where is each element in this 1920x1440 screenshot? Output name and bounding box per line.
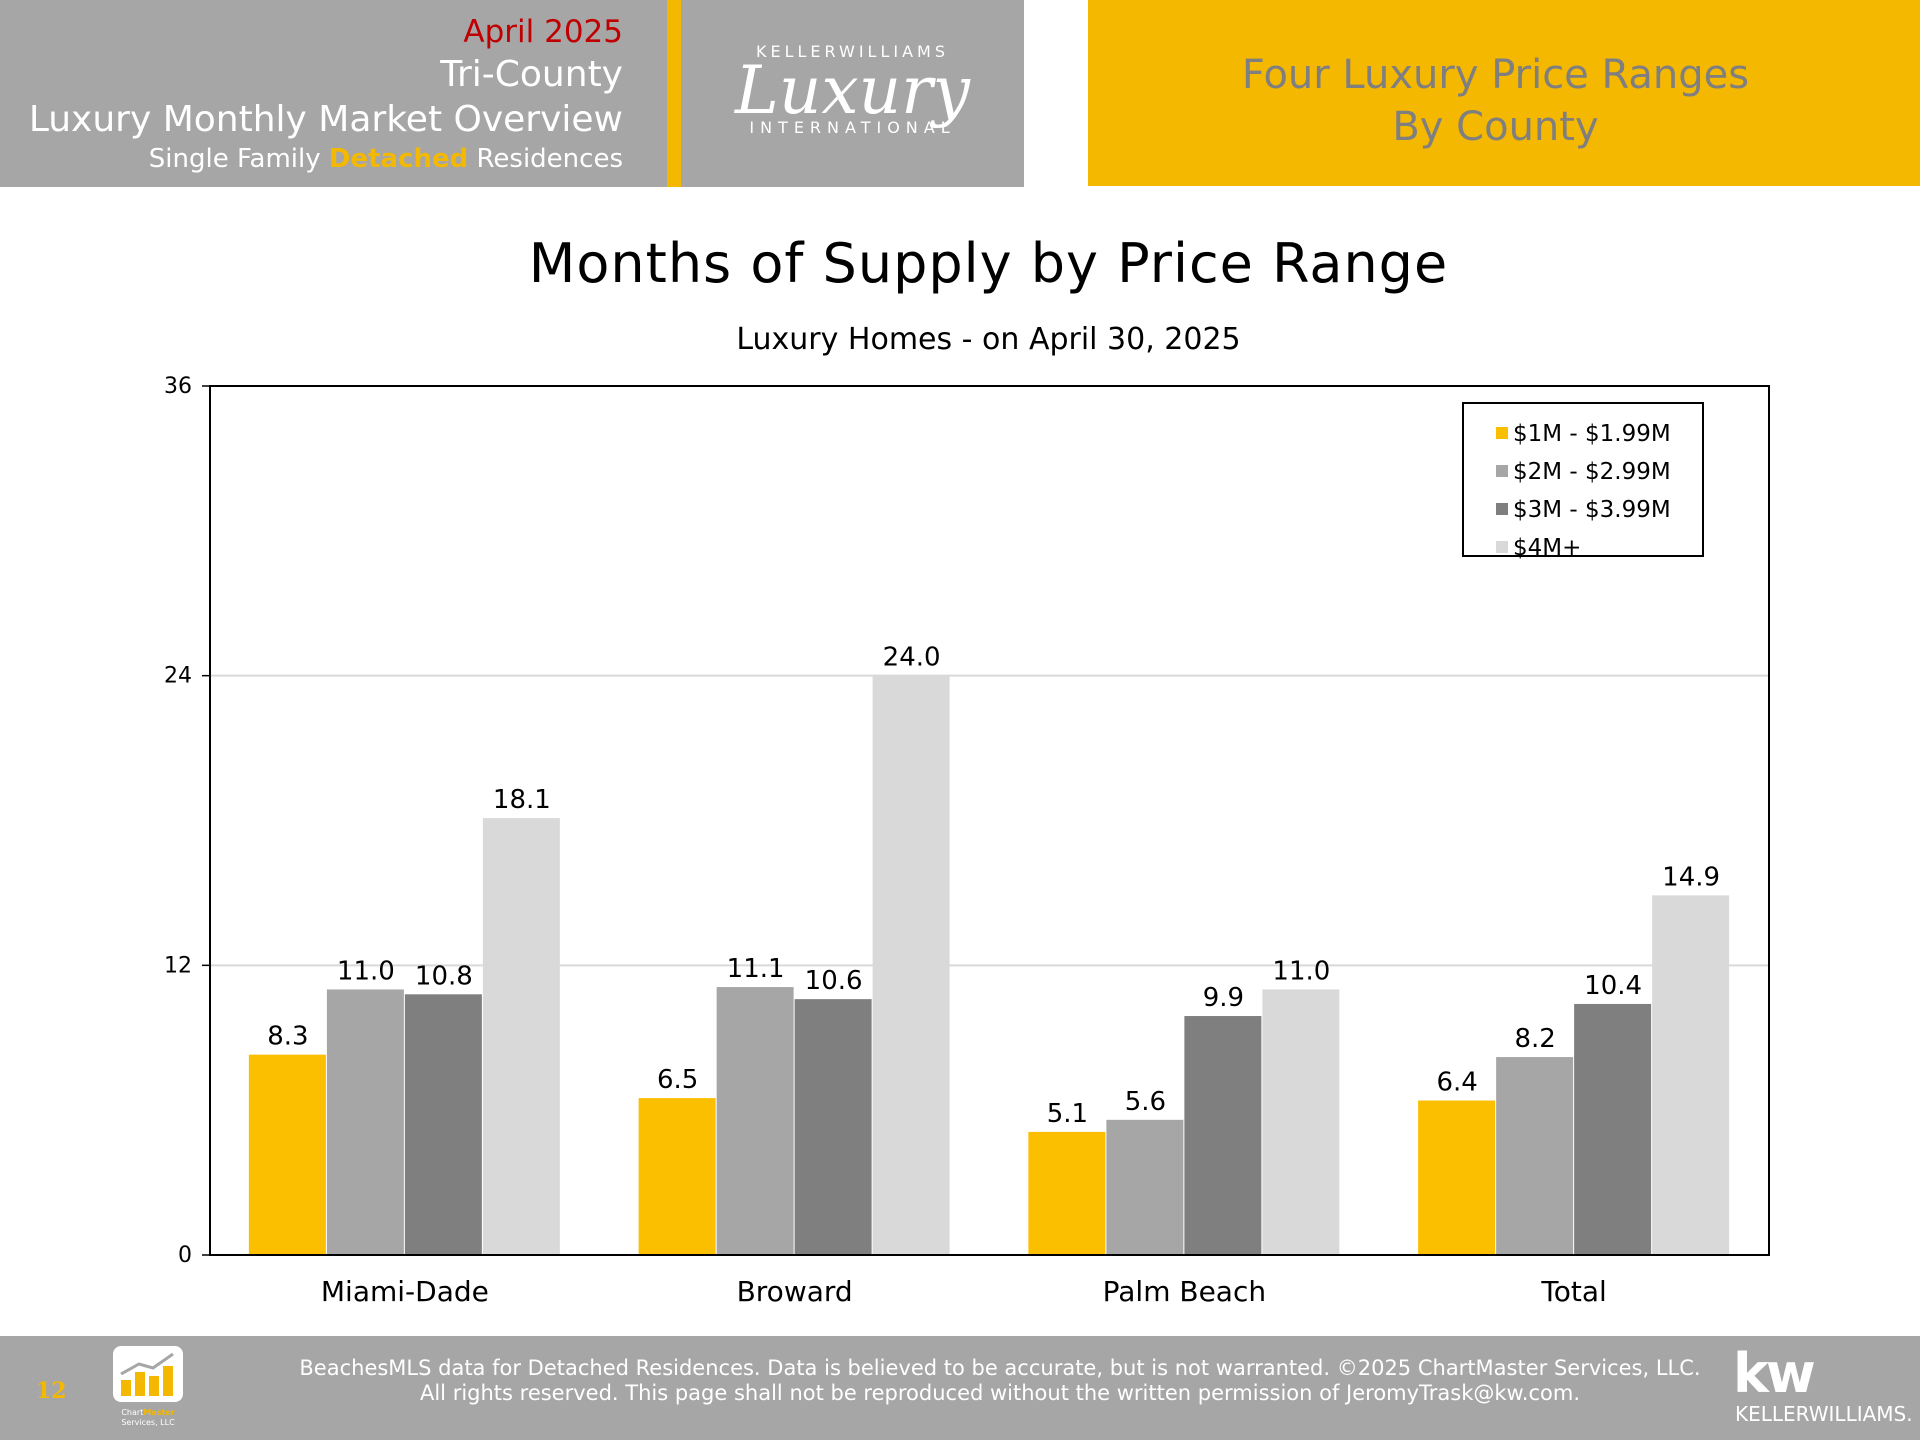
bar (1574, 1003, 1652, 1255)
page-number: 12 (36, 1378, 67, 1404)
bar-value-label: 9.9 (1203, 983, 1244, 1013)
bar-value-label: 5.6 (1125, 1087, 1166, 1117)
bar (716, 987, 794, 1255)
section-title-block: Four Luxury Price Ranges By County (1088, 0, 1920, 186)
bar (326, 989, 404, 1255)
legend-label: $3M - $3.99M (1513, 497, 1671, 523)
bar-value-label: 10.4 (1584, 971, 1642, 1001)
chartmaster-logo-text: ChartMaster Services, LLC (121, 1408, 175, 1427)
subtitle-highlight: Detached (328, 144, 469, 174)
bar (1262, 989, 1340, 1255)
header-title-block: April 2025 Tri-County Luxury Monthly Mar… (0, 0, 667, 187)
bar-value-label: 6.5 (657, 1065, 698, 1095)
footer-disclaimer-line1: BeachesMLS data for Detached Residences.… (299, 1356, 1701, 1380)
report-title: Luxury Monthly Market Overview (28, 99, 623, 140)
subtitle-prefix: Single Family (148, 144, 329, 174)
kw-logo-name: KELLERWILLIAMS. (1735, 1402, 1913, 1426)
bar (1496, 1057, 1574, 1255)
legend-swatch (1496, 541, 1508, 553)
plot-frame (209, 385, 1770, 1256)
bar-value-label: 11.0 (337, 956, 395, 986)
bar-value-label: 10.6 (805, 966, 863, 996)
footer: 12 ChartMaster Services, LLC BeachesMLS d… (0, 1336, 1920, 1440)
bar (1106, 1119, 1184, 1255)
chart-subtitle: Luxury Homes - on April 30, 2025 (736, 322, 1241, 357)
y-tick-label: 0 (178, 1243, 192, 1268)
luxury-international-logo: KELLERWILLIAMS Luxury INTERNATIONAL (681, 0, 1024, 187)
x-category-label: Miami-Dade (321, 1275, 489, 1308)
legend-label: $4M+ (1513, 535, 1581, 561)
bar (638, 1098, 716, 1255)
bar (482, 818, 560, 1255)
y-tick-label: 12 (164, 953, 192, 978)
bar-value-label: 8.3 (267, 1022, 308, 1052)
report-subtitle: Single Family Detached Residences (149, 144, 623, 174)
y-tick-label: 36 (164, 374, 192, 399)
x-category-label: Palm Beach (1103, 1275, 1266, 1308)
bar (1418, 1100, 1496, 1255)
subtitle-suffix: Residences (468, 144, 624, 174)
legend-label: $1M - $1.99M (1513, 421, 1671, 447)
bar (794, 999, 872, 1255)
legend-swatch (1496, 427, 1508, 439)
bar-value-label: 24.0 (883, 643, 941, 673)
bar (1652, 895, 1730, 1255)
legend-swatch (1496, 503, 1508, 515)
report-region: Tri-County (440, 54, 623, 95)
legend-label: $2M - $2.99M (1513, 459, 1671, 485)
x-category-label: Total (1540, 1275, 1606, 1308)
bar (1028, 1131, 1106, 1255)
bar-value-label: 11.0 (1272, 956, 1330, 986)
y-tick-label: 24 (164, 664, 192, 689)
kw-logo: kw (1733, 1342, 1816, 1405)
bar (248, 1054, 326, 1255)
bar (872, 675, 950, 1255)
bar-value-label: 5.1 (1047, 1099, 1088, 1129)
logo-top-text: KELLERWILLIAMS (756, 42, 949, 61)
bar-value-label: 6.4 (1436, 1068, 1477, 1098)
chartmaster-logo-icon (113, 1346, 183, 1402)
legend-swatch (1496, 465, 1508, 477)
bar (1184, 1016, 1262, 1255)
chart-title: Months of Supply by Price Range (528, 232, 1449, 295)
header-accent-stripe (667, 0, 681, 187)
report-month: April 2025 (463, 14, 623, 50)
bar-value-label: 8.2 (1514, 1024, 1555, 1054)
x-category-label: Broward (737, 1275, 853, 1308)
footer-disclaimer-line2: All rights reserved. This page shall not… (419, 1381, 1581, 1405)
bar-value-label: 18.1 (493, 785, 551, 815)
section-title-line1: Four Luxury Price Ranges (1241, 52, 1750, 98)
bar-value-label: 14.9 (1662, 862, 1720, 892)
bar-value-label: 11.1 (727, 954, 785, 984)
bar-chart: 0 12 24 36 8.3 11.0 10.8 18.1 Miami-Dade 6.5 11.1 1… (164, 374, 1770, 1308)
logo-bottom-text: INTERNATIONAL (749, 118, 956, 137)
section-title-line2: By County (1392, 104, 1599, 150)
logo-script-text: Luxury (735, 52, 970, 129)
bar-value-label: 10.8 (415, 961, 473, 991)
bar (404, 994, 482, 1255)
